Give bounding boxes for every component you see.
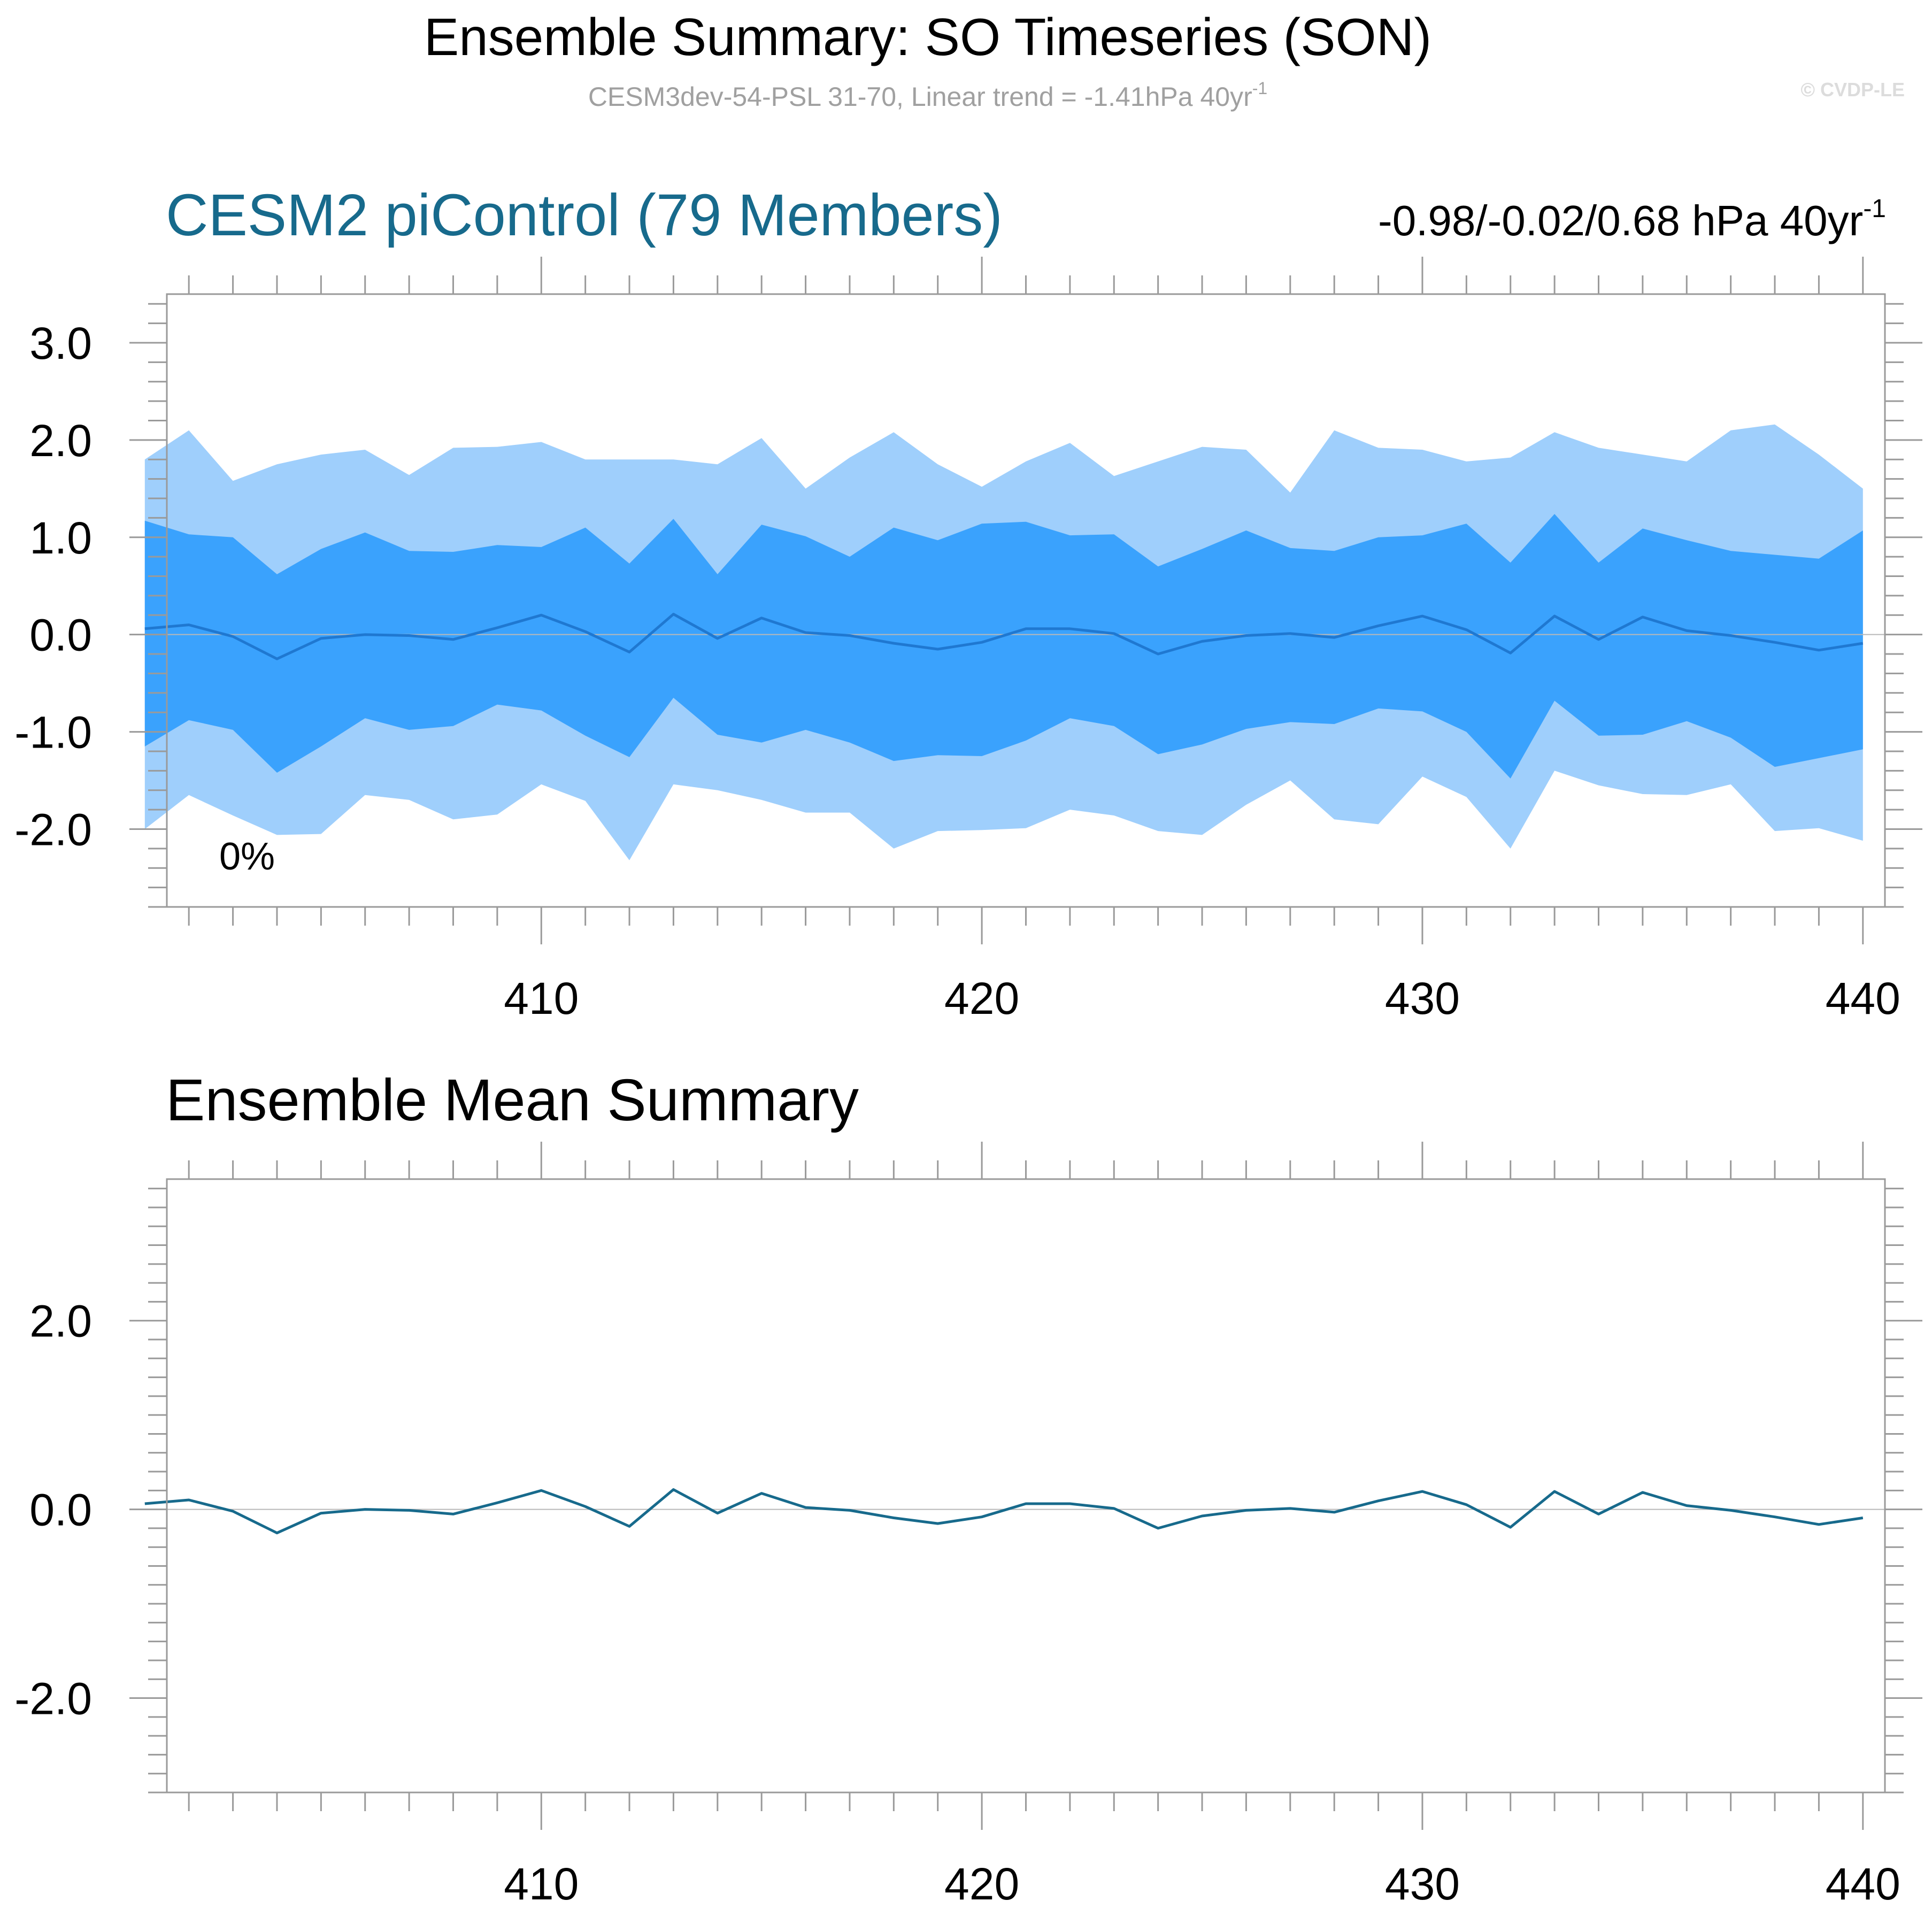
panel1-y-tick-label: 2.0 (29, 415, 92, 466)
panel1-right-label-text: -0.98/-0.02/0.68 hPa 40yr (1378, 197, 1863, 244)
panel1-y-tick-label: 1.0 (29, 513, 92, 563)
panel1-right-label: -0.98/-0.02/0.68 hPa 40yr-1 (1378, 195, 1886, 244)
panel2-y-tick-label: -2.0 (14, 1674, 92, 1724)
panel1-mean-line (144, 613, 1864, 660)
panel2-frame (166, 1178, 1886, 1794)
panel1-y-tick-label: -2.0 (14, 804, 92, 855)
ensemble-summary-panel: CESM2 piControl (79 Members) -0.98/-0.02/… (14, 182, 1922, 1023)
panel2-mean-line (144, 1488, 1864, 1535)
figure-title: Ensemble Summary: SO Timeseries (SON) (424, 7, 1431, 66)
panel1-y-tick-label: 3.0 (29, 318, 92, 368)
panel1-inner-range-band (144, 514, 1863, 779)
figure-subtitle-text: CESM3dev-54-PSL 31-70, Linear trend = -1… (588, 82, 1252, 112)
panel1-y-tick-label: 0.0 (29, 610, 92, 660)
figure-subtitle: CESM3dev-54-PSL 31-70, Linear trend = -1… (588, 79, 1267, 112)
panel2-y-tick-label: 0.0 (29, 1485, 92, 1535)
panel2-x-tick-label: 420 (944, 1859, 1019, 1909)
panel2-x-tick-label: 430 (1385, 1859, 1460, 1909)
ensemble-mean-panel: Ensemble Mean Summary 410 420 430 440 2.0 0.0 -… (14, 1067, 1922, 1909)
panel1-y-tick-label: -1.0 (14, 707, 92, 758)
panel1-x-tick-label: 430 (1385, 973, 1460, 1023)
panel2-x-tick-label: 440 (1826, 1859, 1900, 1909)
panel2-title: Ensemble Mean Summary (166, 1067, 859, 1133)
panel1-x-tick-label: 420 (944, 973, 1019, 1023)
panel1-annotation: 0% (219, 835, 275, 878)
panel1-x-tick-label: 440 (1826, 973, 1900, 1023)
panel2-x-tick-label: 410 (504, 1859, 579, 1909)
panel1-title: CESM2 piControl (79 Members) (166, 182, 1003, 248)
panel1-right-label-sup: -1 (1863, 195, 1886, 223)
panel2-y-tick-label: 2.0 (29, 1296, 92, 1346)
panel1-x-tick-label: 410 (504, 973, 579, 1023)
figure-subtitle-sup: -1 (1252, 79, 1267, 98)
copyright-label: © CVDP-LE (1800, 79, 1905, 101)
